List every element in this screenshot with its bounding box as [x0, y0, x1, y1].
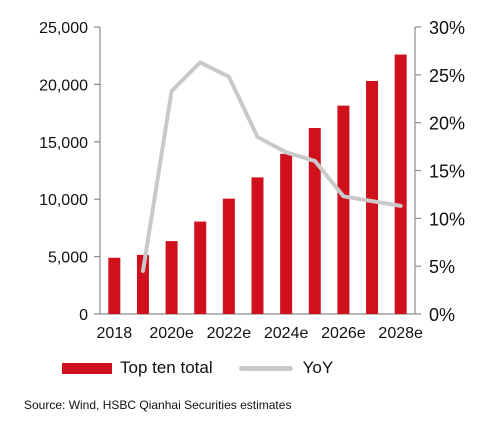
legend-item-yoy: YoY: [238, 358, 334, 378]
bar-2018: [108, 257, 121, 314]
legend-label-top-ten-total: Top ten total: [120, 358, 213, 377]
left-axis-tick-label: 20,000: [39, 77, 88, 94]
left-y-axis: 0 5,000 10,000 15,000 20,000 25,000: [39, 20, 101, 324]
yoy-line: [141, 60, 403, 273]
x-axis-tick-label: 2022e: [207, 325, 252, 342]
line-series-yoy: [141, 60, 403, 273]
right-y-axis: 0% 5% 10% 15% 20% 25% 30%: [414, 18, 465, 325]
legend-line-swatch: [238, 365, 293, 371]
bar-2020e: [165, 241, 178, 314]
right-axis-tick-label: 5%: [429, 257, 455, 277]
right-axis-tick-label: 20%: [429, 114, 465, 134]
bar-2026e: [337, 105, 350, 314]
right-axis-tick-label: 15%: [429, 162, 465, 182]
legend-item-top-ten-total: Top ten total: [62, 358, 213, 378]
source-note: Source: Wind, HSBC Qianhai Securities es…: [24, 398, 292, 412]
x-axis-tick-label: 2018: [97, 325, 133, 342]
bar-2023e: [251, 177, 264, 314]
left-axis-tick-label: 25,000: [39, 20, 88, 37]
legend: Top ten total YoY: [62, 356, 359, 380]
x-axis: 2018 2020e 2022e 2024e 2026e 2028e: [97, 313, 423, 342]
bar-2021e: [194, 221, 207, 314]
legend-label-yoy: YoY: [302, 358, 334, 377]
right-axis-tick-label: 10%: [429, 209, 465, 229]
bar-2027e: [366, 80, 379, 315]
x-axis-tick-label: 2026e: [321, 325, 366, 342]
x-axis-tick-label: 2020e: [149, 325, 194, 342]
right-axis-tick-label: 0%: [429, 305, 455, 325]
right-axis-tick-label: 25%: [429, 66, 465, 86]
bar-2028e: [394, 54, 407, 314]
left-axis-tick-label: 10,000: [39, 192, 88, 209]
left-axis-tick-label: 0: [79, 307, 88, 324]
bar-2022e: [222, 198, 235, 314]
bar-2019: [136, 254, 149, 314]
x-axis-tick-label: 2028e: [378, 325, 423, 342]
bar-series-top-ten-total: [108, 54, 407, 315]
left-axis-tick-label: 5,000: [48, 250, 88, 267]
x-axis-tick-label: 2024e: [264, 325, 309, 342]
right-axis-tick-label: 30%: [429, 18, 465, 38]
bar-2025e: [308, 128, 321, 314]
left-axis-tick-label: 15,000: [39, 135, 88, 152]
bar-2024e: [280, 153, 293, 314]
legend-bar-swatch: [62, 362, 112, 374]
